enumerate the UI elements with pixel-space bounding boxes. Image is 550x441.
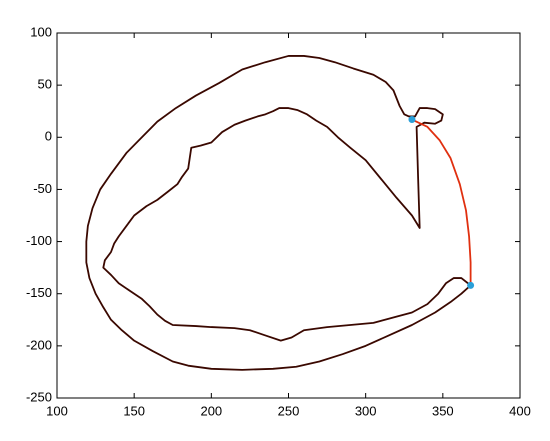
point [467,281,475,289]
x-tick-label: 300 [355,403,377,418]
y-tick-label: -200 [26,337,52,352]
line [85,55,472,371]
y-tick-label: -100 [26,233,52,248]
plot-area [56,32,521,399]
y-tick-label: 50 [38,77,52,92]
point [408,116,416,124]
x-tick-label: 200 [200,403,222,418]
x-tick-label: 100 [46,403,68,418]
x-tick-label: 350 [432,403,454,418]
y-tick-label: -250 [26,389,52,404]
y-tick-label: 0 [45,129,52,144]
y-tick-label: -50 [33,181,52,196]
x-tick-label: 250 [278,403,300,418]
y-tick-label: -150 [26,285,52,300]
x-tick-label: 150 [123,403,145,418]
x-tick-label: 400 [509,403,531,418]
y-tick-label: 100 [30,24,52,39]
line [411,118,472,286]
